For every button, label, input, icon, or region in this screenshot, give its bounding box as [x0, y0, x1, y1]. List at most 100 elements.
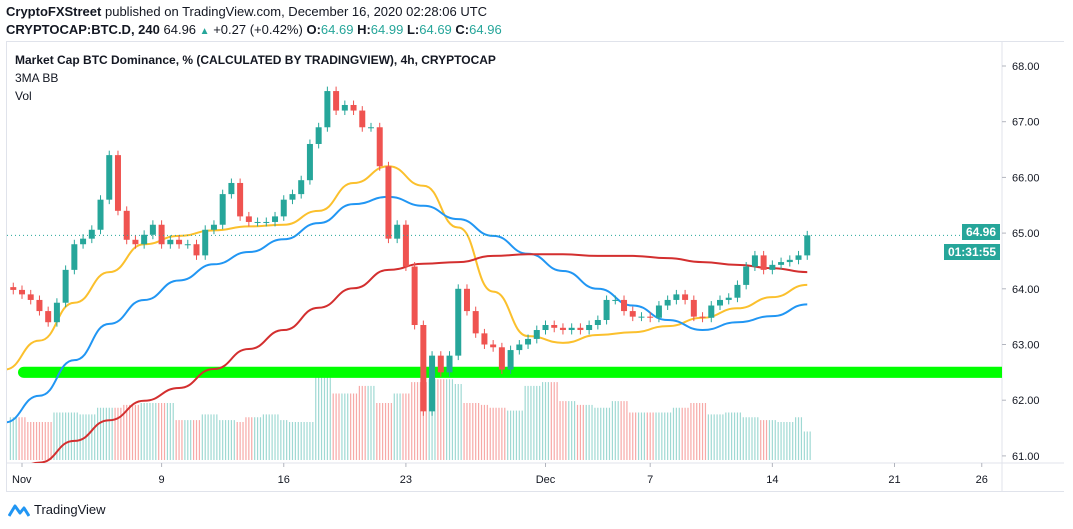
volume-bar — [402, 393, 404, 460]
volume-bar — [134, 404, 137, 460]
tradingview-brand: TradingView — [34, 502, 106, 517]
indicator-label[interactable]: 3MA BB — [15, 71, 59, 85]
candle-body — [114, 155, 121, 211]
volume-bar — [428, 379, 430, 460]
volume-bar — [242, 422, 244, 460]
volume-label[interactable]: Vol — [15, 89, 32, 103]
candle-body — [455, 288, 462, 356]
candle-body — [289, 194, 296, 200]
volume-bar — [53, 412, 55, 460]
candle-body — [795, 255, 802, 260]
candle-body — [341, 104, 348, 111]
volume-bar — [416, 382, 419, 460]
chart-frame[interactable] — [6, 41, 1064, 492]
candle-body — [472, 311, 479, 334]
candle-body — [298, 180, 305, 195]
support-zone-band — [18, 366, 1002, 378]
volume-bar — [597, 407, 599, 460]
volume-bar — [236, 422, 238, 460]
volume-bar — [550, 382, 552, 460]
volume-bar — [65, 412, 67, 460]
volume-bar — [521, 410, 523, 460]
volume-bar — [789, 422, 791, 460]
volume-bar — [143, 403, 145, 460]
candle-body — [315, 127, 322, 144]
volume-bar — [725, 412, 727, 460]
volume-bar — [268, 414, 270, 460]
volume-bar — [399, 393, 401, 460]
volume-bar — [623, 401, 625, 460]
high-value: 64.99 — [370, 22, 404, 37]
candle-body — [481, 333, 488, 345]
candle-body — [350, 104, 357, 111]
time-axis[interactable]: Nov 9 16 23 Dec 7 14 21 26 — [12, 463, 988, 486]
candle-body — [10, 287, 17, 290]
volume-bar — [15, 417, 17, 460]
candle-body — [725, 297, 732, 300]
candle-body — [385, 166, 392, 239]
volume-bar — [219, 420, 221, 460]
volume-bar — [190, 420, 192, 460]
volume-bar — [809, 431, 811, 460]
volume-bar — [184, 420, 186, 460]
volume-bar — [565, 401, 567, 460]
open-value: 64.69 — [320, 22, 354, 37]
candle-body — [202, 229, 209, 256]
volume-bar — [350, 393, 352, 460]
price-tick-label: 65.00 — [1012, 228, 1040, 240]
volume-bar — [297, 422, 299, 460]
volume-bar — [460, 384, 462, 460]
volume-bar — [568, 401, 570, 460]
volume-bar — [245, 417, 247, 460]
high-label: H: — [357, 22, 371, 37]
volume-bar — [547, 382, 549, 460]
volume-bar — [536, 385, 538, 460]
volume-bar — [504, 407, 506, 460]
candle-body — [437, 355, 444, 373]
candle-body — [699, 316, 706, 318]
volume-bar — [286, 420, 288, 460]
candle-body — [132, 239, 139, 245]
candle-body — [708, 305, 715, 318]
candle-body — [324, 91, 331, 128]
volume-bar — [265, 414, 267, 460]
volume-bar — [175, 420, 177, 460]
chart-title: Market Cap BTC Dominance, % (CALCULATED … — [15, 53, 496, 67]
volume-bar — [111, 407, 113, 460]
volume-bar — [70, 412, 73, 460]
publisher-name[interactable]: CryptoFXStreet — [6, 4, 102, 19]
volume-bar — [12, 417, 14, 460]
volume-bar — [501, 407, 503, 460]
candle-body — [176, 239, 183, 245]
symbol-info: CRYPTOCAP:BTC.D, 240 64.96 ▲ +0.27 (+0.4… — [6, 22, 502, 37]
volume-bar — [684, 407, 686, 460]
volume-bar — [181, 420, 183, 460]
volume-bar — [582, 404, 584, 460]
volume-bar — [338, 393, 340, 460]
volume-bar — [320, 374, 323, 460]
volume-bar — [88, 414, 90, 460]
candle-body — [621, 299, 628, 312]
candle-body — [542, 325, 549, 331]
volume-bar — [323, 374, 326, 460]
volume-bar — [515, 410, 518, 460]
tradingview-logo[interactable]: TradingView — [8, 502, 106, 517]
candle-body — [402, 224, 409, 267]
candle-body — [743, 266, 750, 285]
volume-bar — [678, 407, 680, 460]
candle-body — [123, 210, 130, 240]
volume-bar — [283, 420, 285, 460]
price-axis[interactable]: 68.00 67.00 66.00 65.00 64.00 63.00 62.00 61.00 — [1002, 61, 1040, 463]
volume-bar — [193, 420, 195, 460]
volume-bar — [585, 404, 587, 460]
volume-bar — [224, 420, 227, 460]
support-zone — [18, 366, 1002, 378]
volume-bar — [126, 404, 128, 460]
volume-bar — [230, 420, 232, 460]
volume-bar — [361, 385, 363, 460]
volume-bar — [408, 393, 410, 460]
volume-bar — [457, 384, 459, 460]
volume-bar — [722, 414, 724, 460]
candle-body — [254, 221, 261, 223]
